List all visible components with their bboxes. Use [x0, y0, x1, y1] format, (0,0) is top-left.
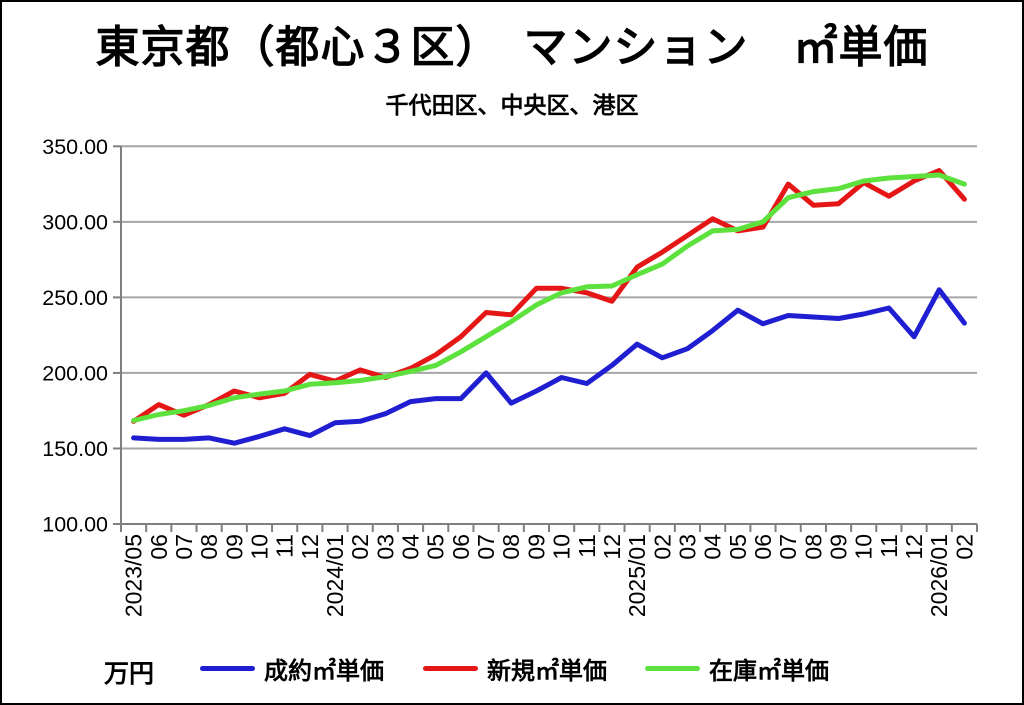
x-tick-label: 08	[196, 534, 222, 560]
y-tick-label: 350.00	[42, 135, 108, 159]
x-tick-label: 11	[272, 534, 298, 558]
x-tick-label: 05	[725, 534, 751, 560]
x-tick-label: 06	[750, 534, 776, 560]
x-tick-label: 04	[398, 534, 424, 560]
y-axis-unit-label: 万円	[104, 660, 155, 688]
y-tick-label: 250.00	[42, 286, 108, 310]
x-tick-label: 09	[523, 534, 549, 560]
y-tick-label: 150.00	[42, 437, 108, 461]
legend-label-new: 新規㎡単価	[487, 657, 607, 685]
legend-item-stock: 在庫㎡単価	[645, 654, 829, 685]
chart-legend: 万円 成約㎡単価 新規㎡単価 在庫㎡単価	[2, 648, 1022, 689]
x-tick-label: 08	[498, 534, 524, 560]
legend-item-contract: 成約㎡単価	[200, 654, 384, 685]
x-tick-label: 08	[800, 534, 826, 560]
x-tick-label: 11	[574, 534, 600, 558]
x-tick-label: 02	[951, 534, 977, 560]
x-tick-label: 07	[775, 534, 801, 560]
contract-series-swatch-icon	[200, 665, 255, 671]
stock-series-swatch-icon	[645, 665, 700, 671]
new-series-line	[131, 168, 967, 424]
x-tick-label: 2024/01	[322, 534, 348, 617]
legend-label-contract: 成約㎡単価	[264, 657, 384, 685]
x-tick-label: 07	[473, 534, 499, 560]
x-tick-label: 02	[649, 534, 675, 560]
x-tick-label: 12	[297, 534, 323, 560]
x-tick-label: 02	[347, 534, 373, 560]
x-tick-label: 06	[448, 534, 474, 560]
x-tick-label: 12	[599, 534, 625, 560]
x-tick-label: 07	[171, 534, 197, 560]
y-tick-label: 100.00	[42, 513, 108, 537]
x-tick-label: 04	[700, 534, 726, 560]
x-tick-label: 09	[826, 534, 852, 560]
y-tick-label: 300.00	[42, 210, 108, 234]
stock-series-line	[131, 172, 967, 423]
x-tick-label: 2023/05	[121, 534, 147, 617]
x-tick-label: 03	[674, 534, 700, 560]
x-tick-label: 06	[146, 534, 172, 560]
chart-subtitle: 千代田区、中央区、港区	[385, 92, 639, 118]
legend-label-stock: 在庫㎡単価	[709, 657, 829, 685]
x-tick-label: 2026/01	[926, 534, 952, 617]
x-tick-label: 09	[221, 534, 247, 560]
y-tick-label: 200.00	[42, 361, 108, 385]
contract-series-line	[131, 287, 967, 446]
new-series-swatch-icon	[423, 665, 478, 671]
x-tick-label: 10	[549, 534, 575, 560]
x-tick-label: 12	[901, 534, 927, 560]
x-tick-label: 10	[246, 534, 272, 560]
x-tick-label: 10	[851, 534, 877, 560]
x-tick-label: 05	[423, 534, 449, 560]
legend-item-new: 新規㎡単価	[423, 654, 607, 685]
x-tick-label: 03	[372, 534, 398, 560]
chart-title: 東京都（都心３区） マンション ㎡単価	[95, 23, 929, 72]
x-tick-label: 2025/01	[624, 534, 650, 617]
x-tick-label: 11	[876, 534, 902, 558]
